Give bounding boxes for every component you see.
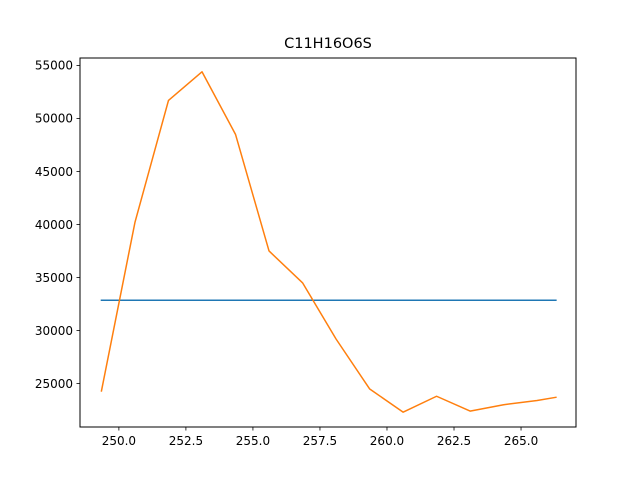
chart-title: C11H16O6S — [284, 36, 372, 52]
x-tick-label: 250.0 — [102, 434, 136, 448]
x-tick-label: 257.5 — [303, 434, 337, 448]
y-tick-label: 50000 — [35, 112, 73, 126]
y-tick-label: 45000 — [35, 165, 73, 179]
x-tick-label: 255.0 — [236, 434, 270, 448]
x-tick-label: 252.5 — [169, 434, 203, 448]
x-axis-ticks: 250.0 252.5 255.0 257.5 260.0 262.5 265.0 — [102, 427, 538, 448]
y-tick-label: 30000 — [35, 324, 73, 338]
x-tick-label: 265.0 — [504, 434, 538, 448]
x-tick-label: 262.5 — [437, 434, 471, 448]
y-tick-label: 35000 — [35, 271, 73, 285]
y-tick-label: 55000 — [35, 59, 73, 73]
series-line-2 — [100, 71, 557, 413]
plot-series — [100, 71, 557, 413]
y-tick-label: 25000 — [35, 377, 73, 391]
y-axis-ticks: 25000 30000 35000 40000 45000 50000 55000 — [35, 59, 80, 391]
y-tick-label: 40000 — [35, 218, 73, 232]
x-tick-label: 260.0 — [370, 434, 404, 448]
plot-area-frame — [79, 57, 577, 428]
